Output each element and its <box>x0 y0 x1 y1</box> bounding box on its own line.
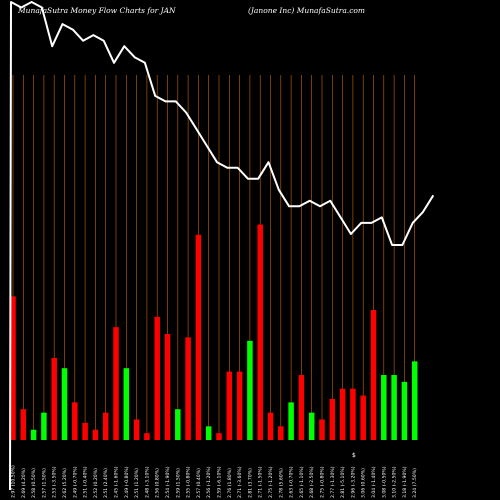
x-tick-label: 2.49 (-0.70%) <box>72 466 78 498</box>
x-tick-label: 3.06 (0.60%) <box>361 468 367 498</box>
money-flow-bar <box>30 429 37 440</box>
x-tick-label: 2.45 (-1.60%) <box>114 466 120 498</box>
money-flow-bar <box>10 296 16 440</box>
money-flow-bar <box>216 433 222 440</box>
bottom-marker: $ <box>352 452 356 459</box>
x-tick-label: 2.58 (0.50%) <box>31 468 37 498</box>
x-tick-label: 3.08 (-0.50%) <box>381 466 387 498</box>
price-line <box>9 1 435 491</box>
x-tick-label: 2.53 (-3.50%) <box>52 466 58 498</box>
money-flow-bar <box>123 368 130 440</box>
money-flow-bar <box>360 395 366 440</box>
x-tick-label: 2.54 (-1.90%) <box>165 466 171 498</box>
x-tick-label: 2.59 (-6.10%) <box>217 466 223 498</box>
x-tick-label: 3.04 (-1.40%) <box>371 466 377 498</box>
x-tick-label: 2.69 (4.20%) <box>21 468 27 498</box>
x-tick-label: 3.24 (7.50%) <box>412 468 418 498</box>
x-tick-label: 3.18 (-1.90%) <box>402 466 408 498</box>
x-tick-label: 2.56 (-1.20%) <box>206 466 212 498</box>
x-tick-label: 2.75 (-1.20%) <box>268 466 274 498</box>
money-flow-bar <box>226 371 233 440</box>
money-flow-bar <box>236 371 243 440</box>
x-tick-label: 2.81 (3.70%) <box>247 468 253 498</box>
money-flow-bar <box>144 433 150 440</box>
money-flow-bar <box>339 388 346 440</box>
x-tick-label: 2.57 (1.50%) <box>41 468 47 498</box>
x-tick-label: 2.96 (-3.20%) <box>350 466 356 498</box>
money-flow-bar <box>267 412 274 440</box>
money-flow-bar <box>401 381 408 440</box>
x-tick-label: 2.76 (1.80%) <box>227 468 233 498</box>
x-tick-label: 2.63 (-0.70%) <box>289 466 295 498</box>
x-tick-label: 2.59 (1.50%) <box>175 468 181 498</box>
money-flow-bar <box>82 422 88 440</box>
x-tick-label: 2.75 (-0.80%) <box>320 466 326 498</box>
money-flow-bar <box>278 426 284 440</box>
money-flow-bar <box>288 402 294 440</box>
money-flow-bar <box>329 398 336 440</box>
x-tick-label: 2.81 (-5.10%) <box>340 466 346 498</box>
money-flow-bar <box>247 340 253 440</box>
x-tick-label: 2.57 (0.40%) <box>196 468 202 498</box>
grid-lines <box>12 75 416 440</box>
money-flow-bar <box>154 316 160 440</box>
money-flow-bar <box>133 419 140 440</box>
money-flow-bar <box>205 426 212 440</box>
money-flow-bar <box>51 357 57 440</box>
money-flow-bar <box>72 402 78 440</box>
x-tick-label: 2.62 (5.20%) <box>62 468 68 498</box>
x-axis-labels: 2.97 (10.50%) 2.69 (4.20%) 2.58 (0.50%) 2.5… <box>11 465 419 498</box>
money-flow-bar <box>350 388 356 440</box>
money-flow-bar <box>41 412 47 440</box>
x-tick-label: 2.56 (0.80%) <box>155 468 161 498</box>
money-flow-bar <box>102 412 109 440</box>
chart-header-left: MunafaSutra Money Flow Charts for JAN <box>18 6 176 15</box>
money-flow-bar <box>185 337 191 440</box>
x-tick-label: 2.51 (1.20%) <box>134 468 140 498</box>
money-flow-bar <box>92 429 99 440</box>
x-tick-label: 2.49 (-0.80%) <box>124 466 130 498</box>
x-tick-label: 2.78 (5.60%) <box>278 468 284 498</box>
money-flow-bar <box>20 409 27 440</box>
x-tick-label: 2.77 (-1.30%) <box>330 466 336 498</box>
money-flow-bar <box>164 333 171 440</box>
x-tick-label: 2.65 (-1.10%) <box>299 466 305 498</box>
money-flow-bar <box>257 224 263 440</box>
money-flow-bar <box>308 412 315 440</box>
price-line-group <box>9 1 435 491</box>
money-flow-bar <box>411 361 418 440</box>
x-tick-label: 2.71 (-1.50%) <box>258 466 264 498</box>
x-tick-label: 2.52 (0.20%) <box>93 468 99 498</box>
x-tick-label: 2.97 (10.50%) <box>11 465 17 498</box>
money-flow-bar <box>381 375 387 440</box>
money-flow-bar <box>370 310 377 440</box>
x-tick-label: 3.10 (-2.50%) <box>392 466 398 498</box>
money-flow-bar <box>175 409 181 440</box>
x-tick-label: 2.48 (-3.10%) <box>144 466 150 498</box>
x-tick-label: 2.51 (-0.40%) <box>83 466 89 498</box>
money-flow-bar <box>319 419 325 440</box>
money-flow-bar <box>61 368 68 440</box>
chart-header-right: (Janone Inc) MunafaSutra.com <box>248 6 366 15</box>
money-flow-bar <box>113 327 119 440</box>
money-flow-bar <box>195 234 202 440</box>
money-flow-bar <box>391 375 397 440</box>
volume-bars <box>10 224 418 440</box>
x-tick-label: 2.55 (-0.80%) <box>186 466 192 498</box>
x-tick-label: 2.68 (-2.50%) <box>309 466 315 498</box>
x-tick-label: 2.71 (-3.60%) <box>237 466 243 498</box>
money-flow-bar <box>298 375 305 440</box>
x-tick-label: 2.51 (2.40%) <box>103 468 109 498</box>
